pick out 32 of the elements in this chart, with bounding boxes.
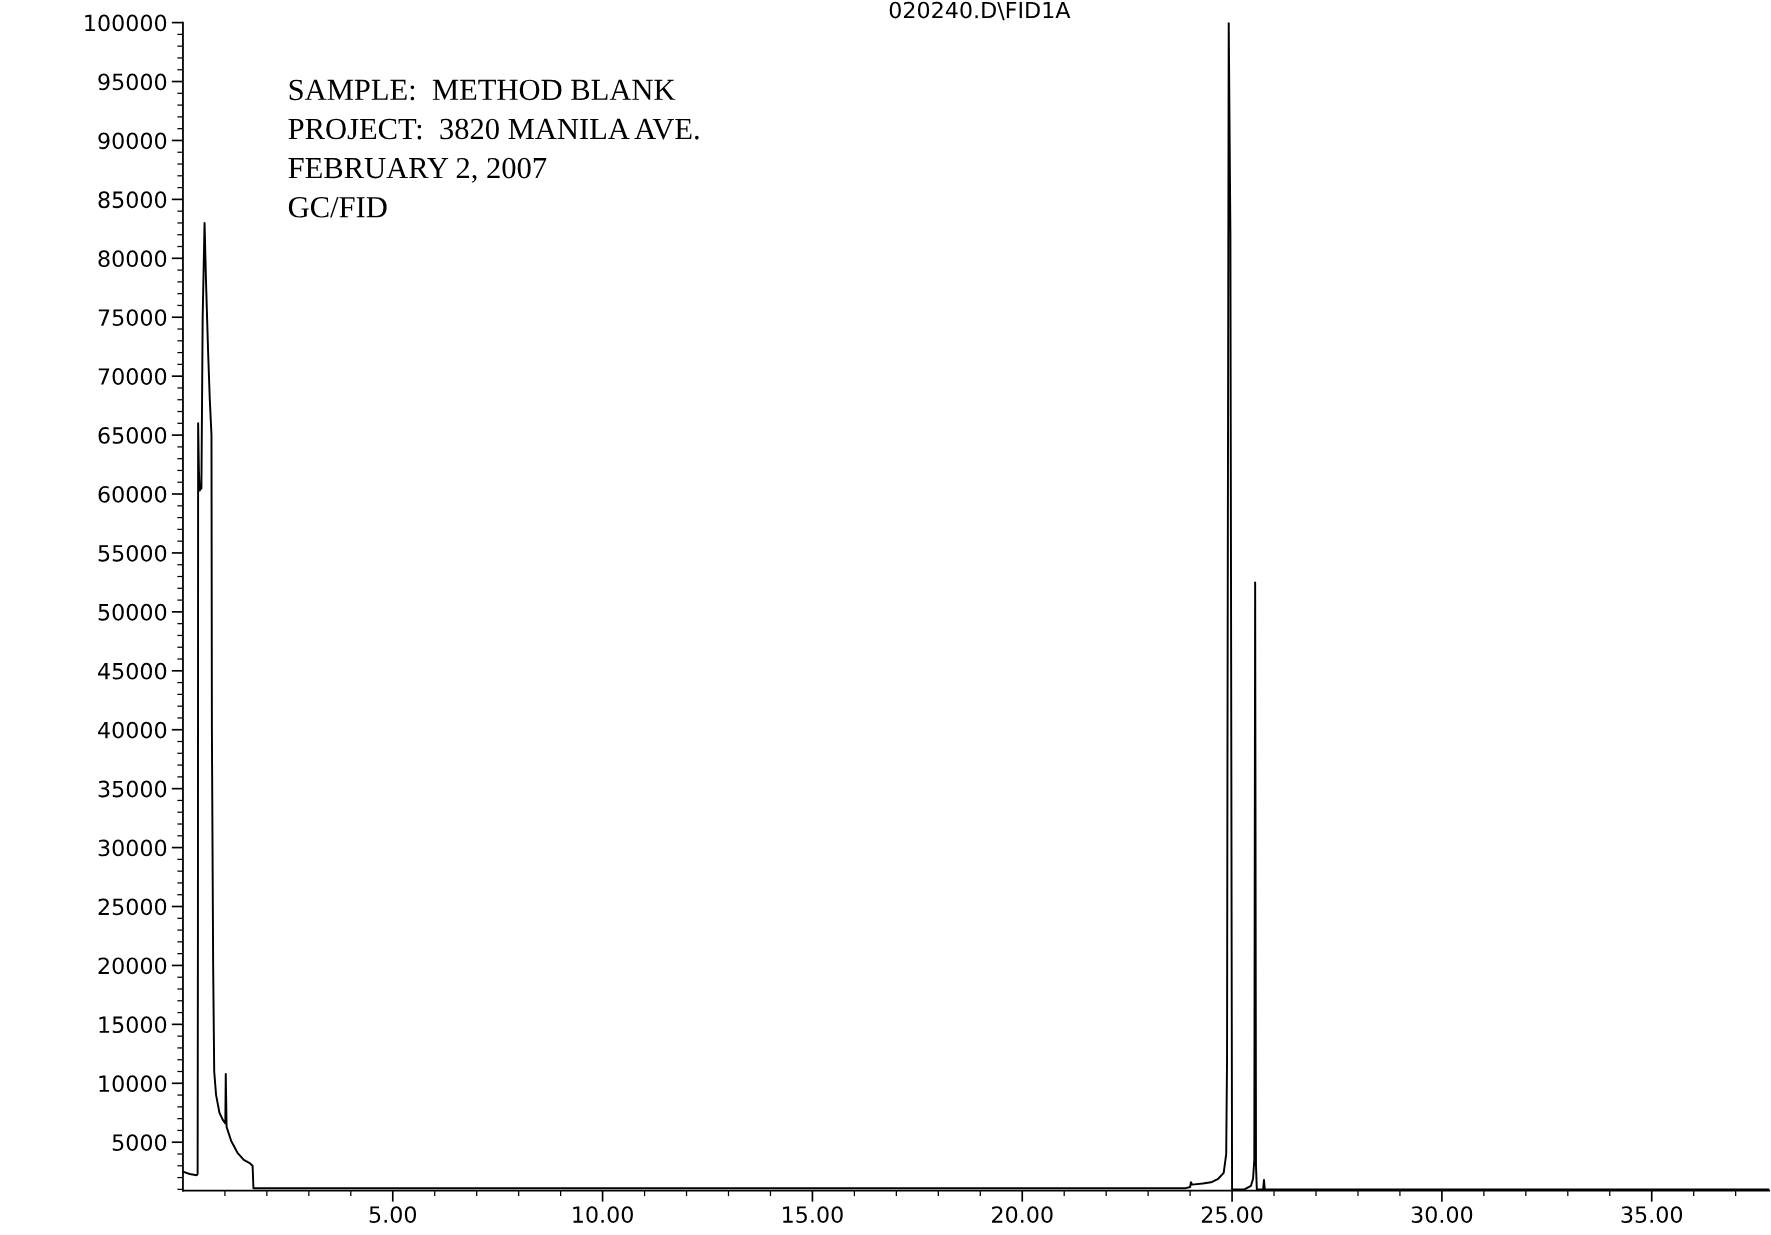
x-tick-label: 25.00 — [1201, 1206, 1263, 1224]
annotation: SAMPLE: METHOD BLANK — [289, 79, 676, 101]
y-tick-label: 75000 — [98, 309, 167, 326]
y-tick-label: 95000 — [98, 73, 167, 91]
x-tick-label: 20.00 — [992, 1206, 1053, 1224]
annotation: PROJECT: 3820 MANILA AVE. — [288, 118, 699, 140]
y-tick-label: 85000 — [98, 191, 167, 209]
y-tick-label: 25000 — [98, 898, 167, 916]
x-tick-label: 35.00 — [1621, 1206, 1683, 1224]
y-tick-label: 20000 — [98, 957, 167, 975]
y-tick-label: 90000 — [98, 132, 167, 150]
y-tick-label: 35000 — [98, 780, 167, 798]
annotation: FEBRUARY 2, 2007 — [288, 157, 547, 183]
y-tick-label: 55000 — [98, 544, 167, 562]
x-tick-label: 10.00 — [573, 1206, 633, 1224]
y-tick-label: 30000 — [98, 839, 167, 857]
x-tick-label: 5.00 — [369, 1206, 417, 1224]
y-tick-label: 45000 — [98, 662, 167, 680]
annotation: GC/FID — [288, 197, 387, 218]
y-tick-label: 70000 — [98, 368, 167, 385]
y-tick-label: 40000 — [98, 721, 167, 739]
chart-title: 020240.D\FID1A — [889, 1, 1071, 21]
y-tick-label: 10000 — [99, 1075, 167, 1093]
y-tick-label: 15000 — [99, 1016, 167, 1034]
y-tick-label: 80000 — [98, 250, 167, 268]
x-tick-label: 15.00 — [783, 1206, 843, 1224]
y-tick-label: 5000 — [112, 1134, 167, 1151]
y-tick-label: 50000 — [98, 603, 167, 621]
y-tick-label: 60000 — [98, 485, 167, 503]
x-tick-label: 30.00 — [1411, 1206, 1473, 1224]
y-tick-label: 65000 — [98, 427, 167, 444]
y-tick-label: 100000 — [85, 14, 167, 32]
